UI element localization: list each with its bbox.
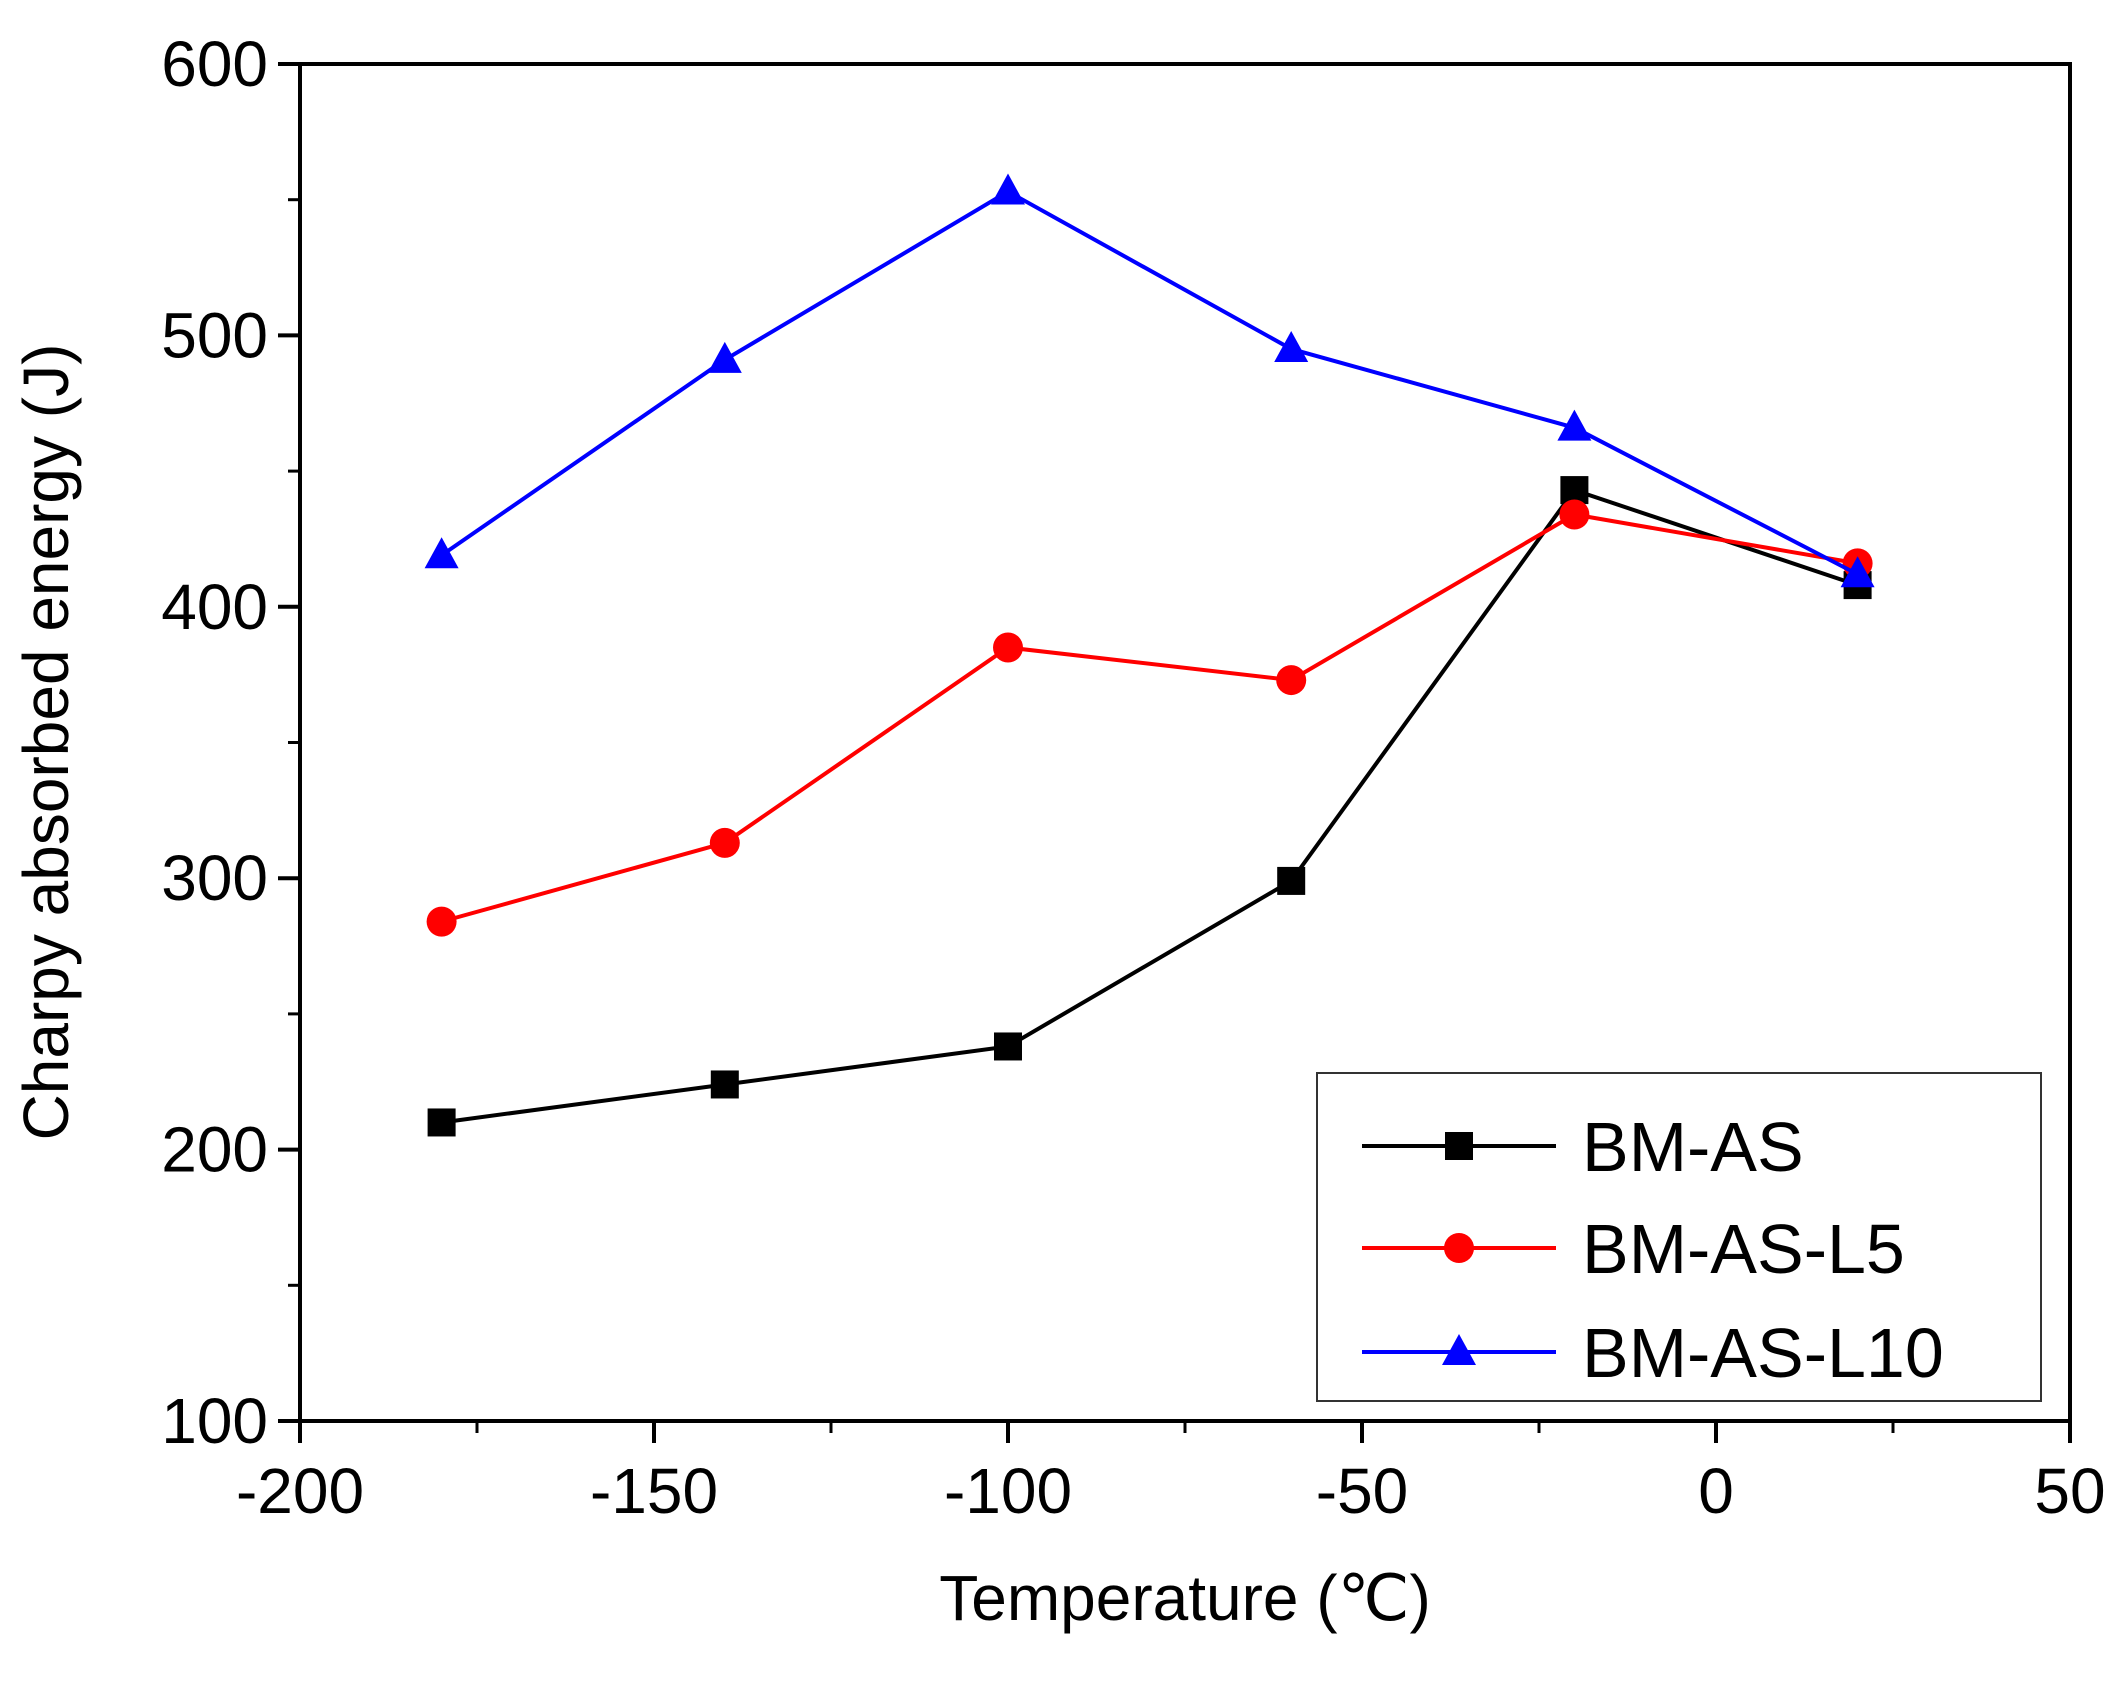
data-point-bm-as-l10: [1274, 330, 1309, 362]
data-point-bm-as-l5: [426, 906, 457, 937]
legend-box: [1316, 1072, 2042, 1402]
legend-item-bm-as-l10: BM-AS-L10: [1362, 1314, 1944, 1392]
legend-marker-bm-as-l5: [1444, 1233, 1474, 1263]
series-bm-as-l5: [426, 499, 1873, 937]
legend-label-bm-as: BM-AS: [1582, 1108, 1804, 1186]
legend-item-bm-as-l5: BM-AS-L5: [1362, 1210, 1905, 1288]
y-tick-label: 400: [161, 571, 268, 643]
data-point-bm-as: [1560, 476, 1589, 505]
data-point-bm-as-l5: [1276, 665, 1307, 696]
data-point-bm-as: [994, 1032, 1022, 1061]
x-tick-label: 50: [2034, 1455, 2105, 1527]
legend-item-bm-as: BM-AS: [1362, 1108, 1804, 1186]
data-point-bm-as-l10: [1840, 556, 1875, 588]
y-tick-label: 100: [161, 1385, 268, 1457]
data-point-bm-as-l10: [991, 173, 1025, 205]
y-tick-label: 300: [161, 842, 268, 914]
data-point-bm-as-l10: [707, 341, 742, 373]
legend-label-bm-as-l10: BM-AS-L10: [1582, 1314, 1944, 1392]
legend-marker-bm-as: [1445, 1132, 1473, 1160]
series-line-bm-as-l5: [441, 512, 1858, 924]
data-point-bm-as-l10: [1557, 409, 1592, 441]
data-point-bm-as: [710, 1070, 739, 1099]
legend-marker-bm-as-l10: [1442, 1334, 1476, 1365]
axis-tick-labels: -200 -150 -100 -50 0 50 100 200 300 400 500 600: [161, 28, 2105, 1527]
series-bm-as: [427, 476, 1872, 1137]
x-axis-title: Temperature (℃): [939, 1562, 1431, 1634]
series-bm-as-l10: [424, 173, 1875, 588]
legend-label-bm-as-l5: BM-AS-L5: [1582, 1210, 1905, 1288]
data-point-bm-as: [427, 1108, 456, 1137]
series-line-bm-as: [441, 487, 1859, 1125]
data-point-bm-as-l5: [1559, 499, 1590, 530]
y-tick-label: 200: [161, 1114, 268, 1186]
x-tick-label: -100: [944, 1455, 1072, 1527]
x-tick-label: 0: [1698, 1455, 1734, 1527]
x-tick-label: -50: [1316, 1455, 1409, 1527]
x-tick-label: -150: [590, 1455, 718, 1527]
x-tick-label: -200: [236, 1455, 364, 1527]
data-point-bm-as: [1277, 866, 1306, 895]
series-layer: [424, 173, 1875, 1137]
y-axis-title: Charpy absorbed energy (J): [10, 344, 82, 1141]
legend: BM-AS BM-AS-L5 BM-AS-L10: [1316, 1072, 2042, 1402]
axis-ticks: [278, 62, 2072, 1443]
series-line-bm-as-l10: [440, 189, 1859, 577]
data-point-bm-as-l10: [424, 537, 459, 569]
y-tick-label: 600: [161, 28, 268, 100]
data-point-bm-as-l5: [993, 632, 1023, 663]
y-tick-label: 500: [161, 299, 268, 371]
data-point-bm-as-l5: [709, 827, 740, 858]
